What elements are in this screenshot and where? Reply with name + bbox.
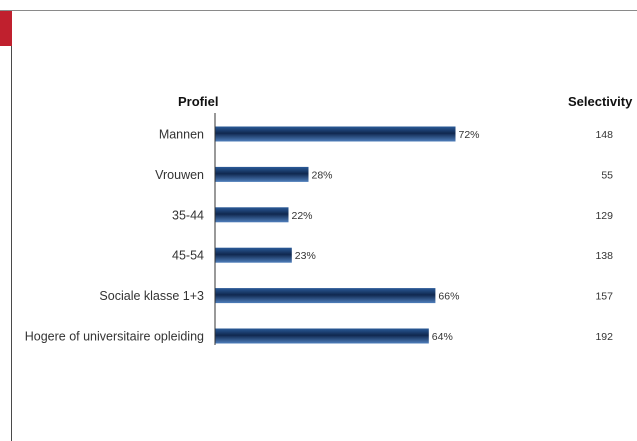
value-label: 64% (432, 331, 453, 343)
bar-2 (215, 207, 289, 223)
value-label: 66% (438, 291, 459, 303)
frame-top-border (0, 10, 637, 11)
bar-3 (215, 247, 292, 263)
category-label: Hogere of universitaire opleiding (25, 330, 204, 344)
value-label: 28% (312, 169, 333, 181)
selectivity-value: 129 (595, 210, 613, 222)
selectivity-value: 192 (595, 331, 613, 343)
bar-1 (215, 166, 309, 182)
category-label: 45-54 (172, 249, 204, 263)
profile-column-header: Profiel (178, 94, 219, 109)
selectivity-value: 148 (595, 129, 613, 141)
selectivity-value: 157 (595, 291, 613, 303)
value-label: 72% (459, 129, 480, 141)
selectivity-value: 55 (601, 169, 613, 181)
brand-accent-block (0, 11, 12, 46)
category-label: Sociale klasse 1+3 (99, 289, 204, 303)
value-label: 22% (292, 210, 313, 222)
bar-4 (215, 288, 436, 304)
selectivity-column-header: Selectivity (568, 94, 633, 109)
bar-5 (215, 328, 429, 344)
frame-left-border (11, 46, 12, 441)
category-label: Mannen (159, 128, 204, 142)
value-label: 23% (295, 250, 316, 262)
selectivity-value: 138 (595, 250, 613, 262)
category-label: 35-44 (172, 208, 204, 222)
category-label: Vrouwen (155, 168, 204, 182)
bar-0 (215, 126, 456, 142)
